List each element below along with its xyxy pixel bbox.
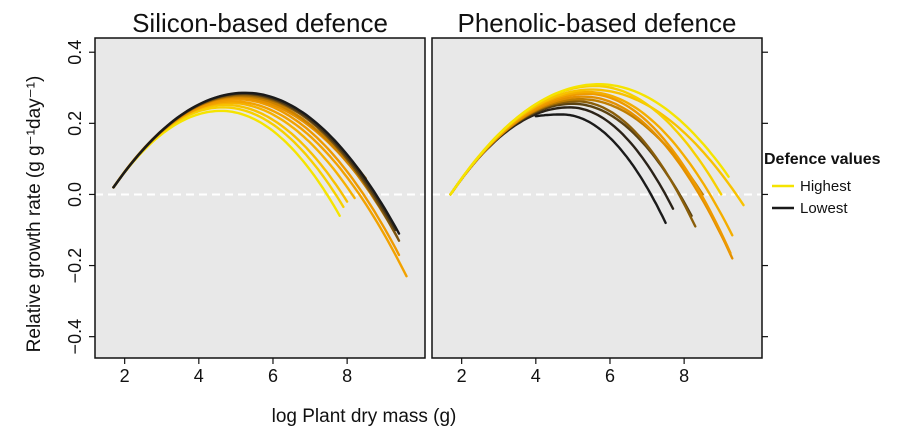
x-tick-label: 8 (342, 366, 352, 386)
legend: Defence values Highest Lowest (764, 151, 881, 217)
series-line-11 (449, 82, 730, 196)
panel-border (431, 37, 763, 359)
silicon-panel: Silicon-based defence 2 4 6 8 −0.4 −0.2 0.0 0.2 0… (65, 8, 426, 386)
x-tick-label: 6 (605, 366, 615, 386)
panel-background (95, 38, 425, 358)
panel-background (432, 38, 762, 358)
x-axis-label: log Plant dry mass (g) (272, 406, 457, 427)
legend-title: Defence values (764, 151, 881, 168)
y-tick-label: 0.4 (65, 40, 85, 65)
series-line-12 (112, 91, 401, 235)
panel-title: Silicon-based defence (132, 8, 388, 38)
x-tick-label: 2 (120, 366, 130, 386)
x-tick-label: 6 (268, 366, 278, 386)
x-tick-label: 2 (457, 366, 467, 386)
y-tick-label: −0.4 (65, 319, 85, 355)
panel-border (94, 37, 426, 359)
y-tick-label: 0.0 (65, 182, 85, 207)
series-line-1 (534, 113, 667, 225)
legend-label-highest: Highest (800, 178, 852, 195)
x-tick-label: 4 (531, 366, 541, 386)
x-tick-label: 4 (194, 366, 204, 386)
x-tick-label: 8 (679, 366, 689, 386)
y-tick-label: −0.2 (65, 248, 85, 284)
y-axis-label: Relative growth rate (g g⁻¹day⁻¹) (24, 76, 45, 353)
y-tick-label: 0.2 (65, 111, 85, 136)
panel-title: Phenolic-based defence (458, 8, 737, 38)
phenolic-panel: Phenolic-based defence 2 4 6 8 (431, 8, 768, 386)
legend-label-lowest: Lowest (800, 200, 848, 217)
